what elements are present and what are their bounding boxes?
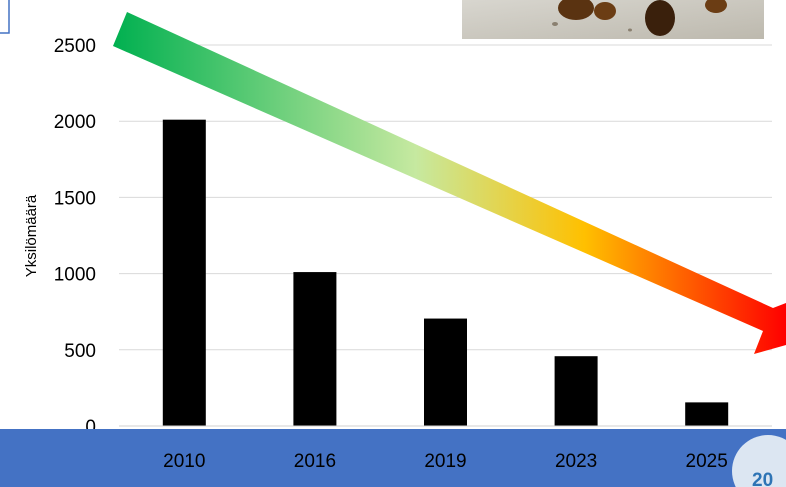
y-tick-label: 500 [64, 341, 96, 362]
page-number-badge [732, 435, 786, 487]
y-axis-ticks: 0 500 1000 1500 2000 2500 [54, 36, 96, 438]
y-tick-label: 2000 [54, 112, 96, 133]
bar-2016 [293, 272, 337, 426]
x-tick-label-2010: 2010 [163, 451, 205, 472]
x-tick-label-2025: 2025 [686, 451, 728, 472]
trend-arrow [113, 12, 786, 354]
x-tick-label-2023: 2023 [555, 451, 597, 472]
gridlines [119, 44, 772, 351]
bar-2023 [554, 356, 598, 426]
bars [162, 119, 729, 427]
bar-2010 [162, 119, 206, 427]
bar-2025 [685, 402, 729, 426]
y-tick-label: 2500 [54, 36, 96, 57]
y-tick-label: 0 [85, 417, 96, 438]
y-axis-label: Yksilömäärä [23, 194, 40, 277]
frame-corner [0, 0, 10, 34]
bar-2019 [424, 318, 467, 426]
page-number: 20 [752, 470, 773, 487]
x-axis-ticks: 2010 2016 2019 2023 2025 [163, 451, 728, 472]
y-tick-label: 1000 [54, 265, 96, 286]
footer-band [0, 429, 786, 487]
seed-photo [462, 0, 764, 39]
x-tick-label-2019: 2019 [424, 451, 466, 472]
x-tick-label-2016: 2016 [294, 451, 336, 472]
y-tick-label: 1500 [54, 188, 96, 209]
